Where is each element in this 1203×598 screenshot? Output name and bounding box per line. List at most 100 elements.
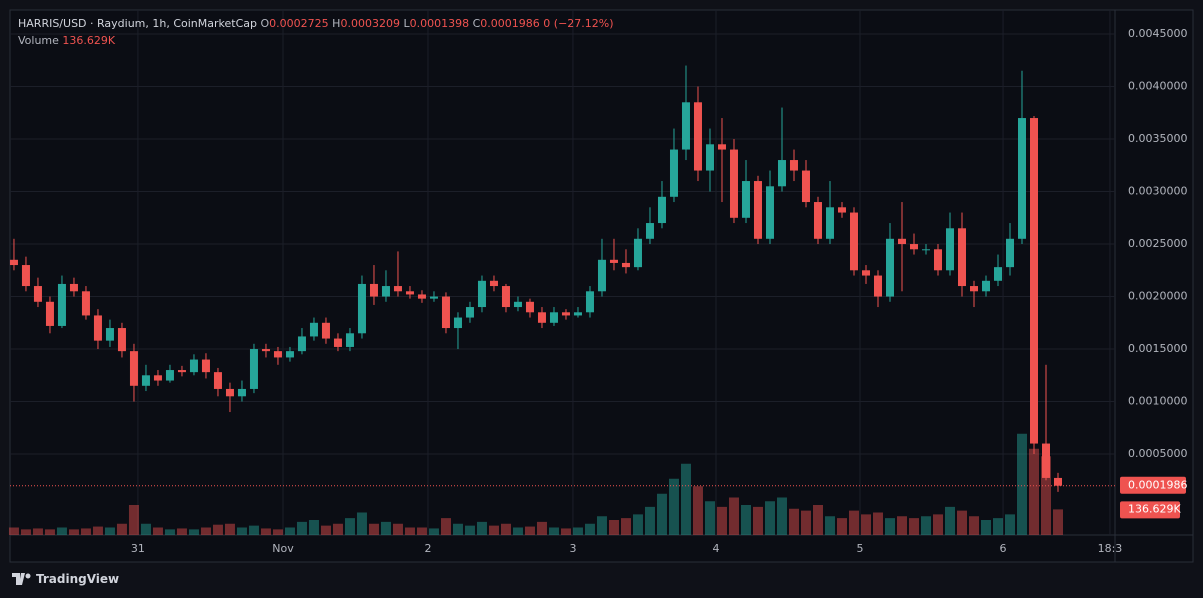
- candle-body: [1053, 477, 1062, 486]
- candle-body: [285, 351, 294, 358]
- volume-bar: [236, 527, 247, 535]
- volume-bar: [80, 528, 91, 535]
- candle-body: [165, 370, 174, 381]
- volume-bar: [704, 501, 715, 535]
- volume-bar: [32, 528, 43, 535]
- ohlc-key: L: [403, 17, 410, 30]
- x-tick-label: Nov: [272, 542, 294, 555]
- volume-bar: [536, 521, 547, 535]
- volume-bar: [608, 520, 619, 535]
- candle-body: [873, 275, 882, 297]
- candle-body: [345, 333, 354, 347]
- volume-bar: [968, 516, 979, 535]
- volume-label: Volume: [18, 34, 59, 47]
- volume-bar: [68, 529, 79, 535]
- volume-bar: [8, 527, 19, 535]
- volume-bar: [308, 520, 319, 535]
- candle-body: [153, 375, 162, 381]
- x-tick-label: 18:3: [1098, 542, 1123, 555]
- volume-bar: [788, 508, 799, 535]
- brand: TradingView: [36, 572, 120, 586]
- candle-body: [537, 312, 546, 323]
- candle-body: [117, 328, 126, 352]
- volume-bar: [344, 518, 355, 535]
- y-tick-label: 0.0035000: [1128, 132, 1188, 145]
- volume-bar: [716, 506, 727, 535]
- candle-body: [501, 286, 510, 308]
- volume-bar: [476, 521, 487, 535]
- volume-bar: [260, 528, 271, 535]
- volume-bar: [896, 516, 907, 535]
- volume-bar: [152, 527, 163, 535]
- volume-bar: [176, 528, 187, 535]
- candle-body: [945, 228, 954, 271]
- volume-bar: [776, 497, 787, 535]
- volume-bar: [680, 463, 691, 535]
- candle-body: [189, 359, 198, 373]
- candle-body: [621, 262, 630, 268]
- candle-body: [297, 336, 306, 352]
- candle-body: [357, 283, 366, 334]
- candle-body: [657, 196, 666, 224]
- volume-bar: [980, 520, 991, 535]
- candle-body: [141, 375, 150, 386]
- y-tick-label: 0.0005000: [1128, 447, 1188, 460]
- volume-bar: [44, 529, 55, 535]
- volume-bar: [404, 527, 415, 535]
- candle-body: [969, 286, 978, 292]
- volume-row: Volume 136.629K: [18, 32, 614, 49]
- ohlc-key: H: [332, 17, 341, 30]
- x-tick-label: 6: [1000, 542, 1007, 555]
- volume-bar: [92, 526, 103, 535]
- volume-bar: [368, 523, 379, 535]
- volume-bar: [500, 523, 511, 535]
- candle-body: [69, 283, 78, 292]
- volume-bar: [572, 527, 583, 535]
- volume-tag: [1120, 501, 1180, 519]
- volume-bar: [1040, 456, 1051, 535]
- candle-body: [825, 207, 834, 239]
- labels: 0.0005000 0.0010000 0.0015000 0.0020000 0.00…: [131, 27, 1188, 555]
- ohlc-value: 0.0001398: [409, 17, 470, 30]
- candle-body: [477, 280, 486, 308]
- candle-body: [549, 312, 558, 323]
- marks: [8, 65, 1115, 535]
- volume-bar: [164, 529, 175, 535]
- candle-body: [717, 144, 726, 150]
- candle-body: [585, 291, 594, 313]
- volume-bar: [728, 497, 739, 535]
- candle-body: [993, 267, 1002, 281]
- candle-body: [93, 315, 102, 341]
- candle-body: [837, 207, 846, 213]
- candle-body: [381, 286, 390, 297]
- volume-bar: [956, 510, 967, 535]
- candle-body: [561, 312, 570, 316]
- volume-bar: [104, 527, 115, 535]
- volume-bar: [224, 523, 235, 535]
- candle-body: [513, 301, 522, 308]
- x-tick-label: 4: [712, 542, 719, 555]
- candle-body: [669, 149, 678, 197]
- volume-bar: [524, 526, 535, 535]
- candle-body: [369, 283, 378, 297]
- y-tick-label: 0.0025000: [1128, 237, 1188, 250]
- volume-bar: [20, 529, 31, 535]
- volume-bar: [380, 521, 391, 535]
- ohlc-key: C: [472, 17, 481, 30]
- volume-bar: [848, 510, 859, 535]
- volume-bar: [284, 527, 295, 535]
- ohlc: O0.0002725 H0.0003209 L0.0001398 C0.0001…: [261, 17, 544, 30]
- candle-body: [213, 372, 222, 389]
- volume-bar: [1004, 514, 1015, 535]
- volume-bar: [584, 523, 595, 535]
- candle-body: [57, 283, 66, 326]
- candle-body: [33, 286, 42, 302]
- candle-body: [981, 280, 990, 292]
- candle-body: [573, 312, 582, 316]
- candle-body: [849, 212, 858, 271]
- candle-body: [813, 202, 822, 239]
- last-price-tag: [1120, 476, 1186, 494]
- volume-bar: [56, 527, 67, 535]
- y-tick-label: 0.0045000: [1128, 27, 1188, 40]
- candle-body: [753, 181, 762, 239]
